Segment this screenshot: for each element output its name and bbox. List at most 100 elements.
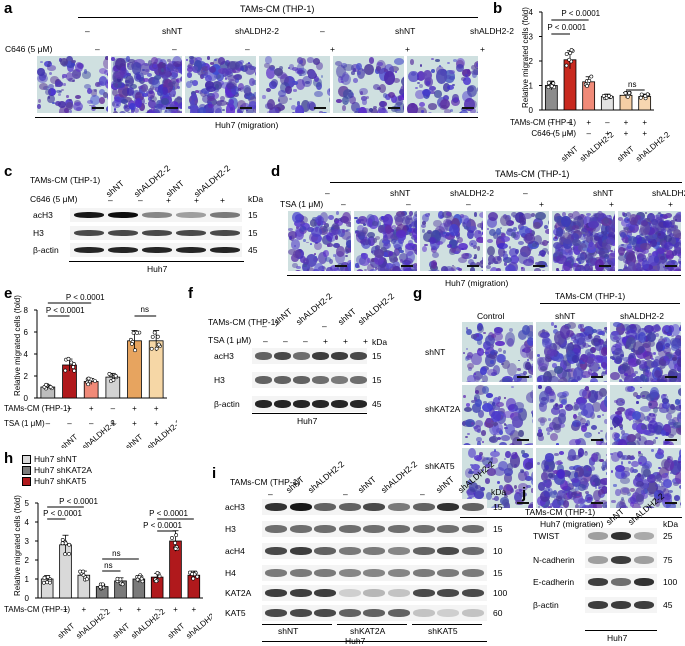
cell-blob (504, 457, 507, 460)
cell-blob (376, 60, 386, 74)
cell-blob (419, 83, 424, 88)
panel-g-col-label: Control (477, 311, 505, 321)
blot-band (255, 352, 272, 360)
cell-blob (553, 452, 559, 457)
panel-d-tsa-value: – (406, 199, 411, 209)
panel-c-row-kda: 15 (248, 210, 258, 220)
panel-c-row2-value: – (138, 195, 143, 205)
cell-blob (413, 227, 417, 235)
cell-blob (640, 242, 651, 251)
cell-blob (404, 242, 416, 250)
blot-band (331, 400, 348, 408)
cell-blob (471, 352, 482, 366)
panel-c-footer: Huh7 (147, 264, 168, 274)
blot-band (314, 503, 337, 511)
cell-blob (444, 233, 456, 240)
panel-a-footer: Huh7 (migration) (215, 120, 279, 130)
panel-j-row-kda: 25 (663, 531, 673, 541)
blot-band (255, 376, 272, 384)
cell-blob (349, 95, 357, 104)
cell-blob (653, 351, 657, 355)
cell-blob (548, 390, 556, 396)
cell-blob (500, 235, 511, 242)
data-point (585, 84, 589, 88)
scale-bar (92, 107, 104, 109)
cell-blob (126, 72, 131, 77)
cell-blob (226, 74, 238, 82)
cell-blob (449, 238, 458, 248)
cell-blob (663, 356, 669, 361)
cell-blob (205, 81, 215, 89)
data-point (190, 572, 195, 576)
blot-band (338, 569, 361, 577)
data-point (111, 377, 116, 382)
cell-blob (139, 102, 146, 112)
cell-blob (119, 66, 128, 77)
cell-blob (294, 67, 304, 75)
cell-blob (435, 58, 440, 63)
cell-blob (460, 214, 464, 219)
cell-blob (426, 95, 430, 98)
panel-i-col-label: shNT (355, 474, 378, 495)
panel-a-micrograph (259, 56, 330, 113)
panel-i-col-label: shALDH2-2 (378, 458, 419, 495)
cell-blob (240, 65, 248, 72)
cell-blob (484, 478, 491, 484)
cell-blob (341, 80, 344, 84)
panel-a-footer-line (35, 117, 478, 118)
panel-e-row2-value: – (46, 419, 51, 428)
cell-blob (617, 438, 627, 445)
cell-blob (597, 431, 601, 435)
cell-blob (500, 214, 510, 226)
cell-blob (168, 87, 172, 90)
cell-blob (435, 68, 447, 84)
cell-blob (247, 61, 251, 65)
cell-blob (209, 66, 217, 74)
cell-blob (236, 100, 247, 110)
cell-blob (452, 245, 462, 255)
cell-blob (468, 239, 477, 248)
cell-blob (62, 74, 67, 78)
blot-band (363, 503, 386, 511)
cell-blob (240, 111, 244, 113)
cell-blob (206, 86, 216, 93)
scale-bar (517, 502, 529, 504)
cell-blob (383, 269, 391, 271)
panel-g-micrograph (610, 448, 681, 508)
panel-a-col-label: shALDH2-2 (470, 26, 514, 36)
cell-blob (399, 95, 404, 100)
cell-blob (650, 357, 654, 361)
cell-blob (396, 230, 406, 238)
cell-blob (464, 246, 468, 250)
cell-blob (304, 80, 310, 85)
cell-blob (303, 239, 306, 242)
cell-blob (452, 58, 457, 62)
cell-blob (456, 233, 461, 239)
cell-blob (512, 227, 518, 231)
cell-blob (463, 226, 468, 229)
cell-blob (387, 92, 396, 99)
panel-d-footer-line (287, 275, 681, 276)
cell-blob (314, 255, 318, 259)
panel-i-blot-strip (262, 499, 487, 515)
cell-blob (167, 72, 178, 80)
cell-blob (229, 107, 234, 111)
panel-d-col-label: shALDH2-2 (652, 188, 685, 198)
cell-blob (485, 393, 493, 399)
panel-f-row1-label: TAMs-CM (THP-1) (208, 317, 279, 327)
cell-blob (381, 239, 390, 245)
cell-blob (462, 351, 465, 354)
cell-blob (625, 386, 633, 392)
cell-blob (287, 66, 290, 70)
cell-blob (621, 211, 626, 216)
panel-a-micrograph (111, 56, 182, 113)
cell-blob (382, 252, 389, 257)
cell-blob (187, 63, 193, 69)
cell-blob (172, 94, 176, 98)
cell-blob (323, 223, 330, 228)
blot-band (588, 601, 608, 609)
cell-blob (305, 241, 310, 244)
cell-blob (599, 429, 604, 433)
panel-d-micrograph (552, 211, 615, 271)
cell-blob (207, 56, 211, 60)
